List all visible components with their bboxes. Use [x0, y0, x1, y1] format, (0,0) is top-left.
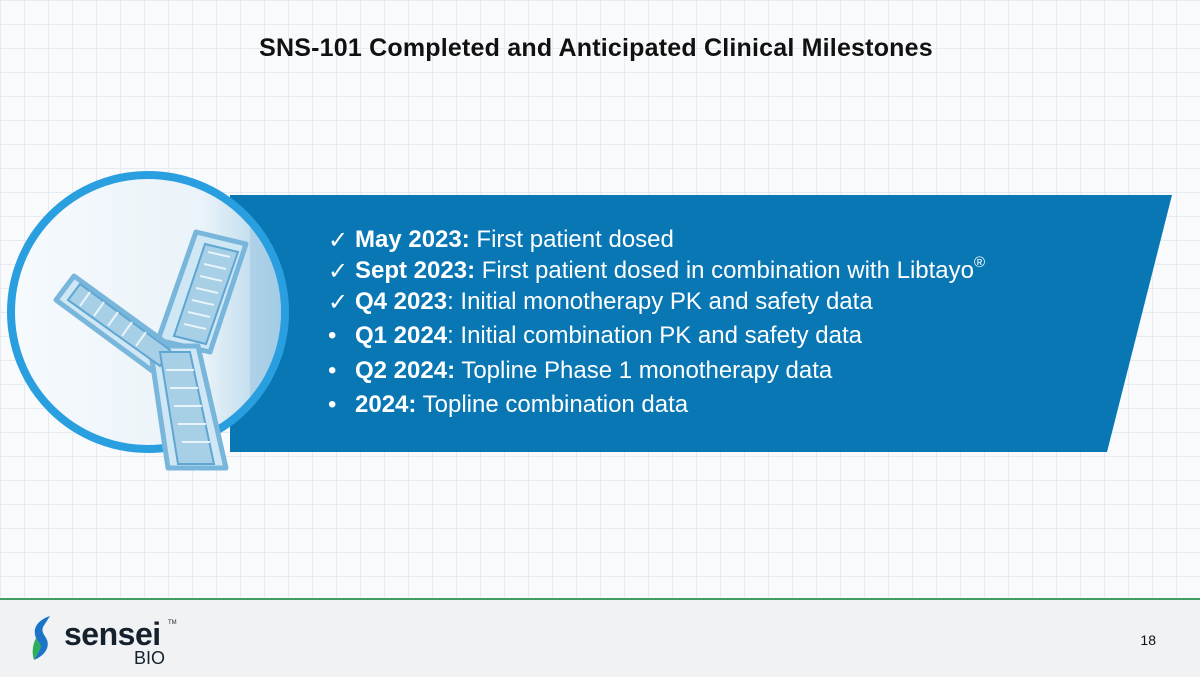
check-icon: ✓: [328, 258, 349, 285]
registered-mark: ®: [974, 254, 986, 271]
page-number: 18: [1140, 632, 1156, 648]
antibody-icon: [53, 229, 249, 471]
sensei-bio-logo: sensei TM BIO: [30, 614, 190, 669]
milestone-text: First patient dosed in combination with …: [475, 257, 974, 284]
slide-footer: sensei TM BIO 18: [0, 598, 1200, 677]
milestone-item: • Q2 2024: Topline Phase 1 monotherapy da…: [328, 357, 985, 391]
sensei-logo-mark: [32, 616, 50, 660]
milestone-text: Topline combination data: [416, 391, 689, 418]
milestone-item: • 2024: Topline combination data: [328, 391, 985, 423]
banner-band: [230, 195, 1172, 452]
milestone-item: ✓ Sept 2023: First patient dosed in combi…: [328, 254, 986, 288]
logo-trademark: TM: [168, 620, 177, 626]
milestone-item: • Q1 2024: Initial combination PK and saf…: [328, 322, 985, 357]
milestone-text: : Initial combination PK and safety data: [447, 322, 862, 349]
milestone-date: May 2023:: [355, 226, 470, 253]
milestone-item: ✓ May 2023: First patient dosed: [328, 226, 985, 257]
milestone-text: Topline Phase 1 monotherapy data: [455, 357, 833, 384]
milestone-date: 2024:: [355, 391, 417, 418]
milestone-list: ✓ May 2023: First patient dosed ✓ Sept 202…: [328, 226, 985, 423]
milestone-text: First patient dosed: [469, 226, 674, 253]
milestone-date: Q4 2023: [355, 288, 448, 315]
milestone-date: Q2 2024:: [355, 357, 456, 384]
logo-subtext: BIO: [134, 648, 166, 668]
milestone-banner: [7, 171, 1172, 471]
slide: SNS-101 Completed and Anticipated Clinic…: [0, 0, 1200, 598]
milestone-date: Q1 2024: [355, 322, 448, 349]
antibody-circle: [7, 171, 289, 453]
logo-wordmark: sensei: [64, 616, 161, 652]
check-icon: ✓: [328, 289, 349, 316]
bullet-icon: •: [328, 357, 337, 384]
bullet-icon: •: [328, 322, 337, 349]
check-icon: ✓: [328, 227, 349, 254]
slide-title: SNS-101 Completed and Anticipated Clinic…: [259, 34, 933, 62]
milestone-text: : Initial monotherapy PK and safety data: [447, 288, 873, 315]
milestone-item: ✓ Q4 2023: Initial monotherapy PK and saf…: [328, 288, 985, 322]
milestone-date: Sept 2023:: [355, 257, 476, 284]
bullet-icon: •: [328, 391, 337, 418]
